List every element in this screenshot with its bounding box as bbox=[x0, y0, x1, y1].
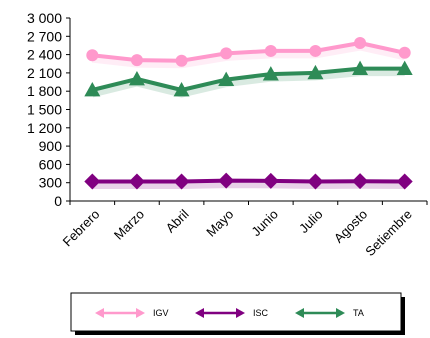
series-ta-point bbox=[128, 71, 145, 86]
y-tick-label: 1 200 bbox=[27, 120, 62, 136]
legend-entry-igv: IGV bbox=[95, 308, 169, 318]
legend-arrow-left-icon bbox=[295, 308, 304, 318]
y-tick-label: 900 bbox=[39, 138, 63, 154]
y-tick-label: 3 000 bbox=[27, 10, 62, 26]
legend-entry-ta: TA bbox=[295, 308, 364, 318]
y-tick-label: 2 400 bbox=[27, 47, 62, 63]
series-igv-point bbox=[130, 54, 143, 67]
series-ta bbox=[84, 60, 413, 98]
series-isc-point bbox=[84, 173, 101, 190]
y-tick-label: 2 700 bbox=[27, 28, 62, 44]
series-igv-point bbox=[354, 37, 367, 50]
series-ta-point bbox=[352, 60, 369, 76]
series-isc-point bbox=[352, 173, 369, 190]
x-tick-label: Agosto bbox=[331, 207, 370, 246]
legend-label-isc: ISC bbox=[253, 308, 269, 318]
y-tick-label: 1 500 bbox=[27, 102, 62, 118]
x-tick-label: Marzo bbox=[111, 207, 147, 243]
legend-entry-isc: ISC bbox=[195, 308, 269, 318]
series-igv bbox=[86, 37, 411, 69]
series-igv-line bbox=[92, 41, 406, 63]
series-isc-point bbox=[218, 172, 235, 189]
series-igv-point bbox=[309, 44, 322, 57]
y-tick-label: 600 bbox=[39, 156, 63, 172]
y-tick-label: 2 100 bbox=[27, 65, 62, 81]
series-isc-point bbox=[128, 173, 145, 190]
x-tick-label: Abril bbox=[163, 206, 192, 235]
series-ta-point bbox=[173, 81, 190, 97]
legend-label-igv: IGV bbox=[153, 308, 169, 318]
legend-label-ta: TA bbox=[353, 308, 364, 318]
x-tick-label: Julio bbox=[296, 207, 326, 237]
series-igv-point bbox=[264, 44, 277, 57]
y-tick-label: 300 bbox=[39, 175, 63, 191]
legend: IGV ISC TA bbox=[70, 292, 405, 335]
x-tick-label: Setiembre bbox=[362, 207, 415, 260]
series-igv-shadow bbox=[91, 43, 406, 69]
legend-arrow-left-icon bbox=[95, 308, 104, 318]
y-tick-label: 0 bbox=[54, 193, 62, 209]
legend-arrow-right-icon bbox=[136, 308, 145, 318]
series-igv-point bbox=[86, 49, 99, 62]
series-ta-point bbox=[396, 60, 413, 76]
series-isc bbox=[84, 172, 413, 190]
series-igv-point bbox=[175, 54, 188, 67]
series-ta-point bbox=[218, 71, 235, 87]
series-isc-point bbox=[173, 173, 190, 190]
series-ta-point bbox=[84, 81, 101, 97]
series-isc-point bbox=[307, 173, 324, 190]
series-ta-line bbox=[91, 66, 405, 92]
series-isc-shadow bbox=[92, 181, 405, 190]
x-tick-label: Junio bbox=[248, 207, 281, 240]
y-tick-label: 1 800 bbox=[27, 83, 62, 99]
x-tick-label: Mayo bbox=[203, 207, 236, 240]
series-layer bbox=[84, 37, 413, 190]
series-isc-point bbox=[396, 173, 413, 190]
series-igv-point bbox=[220, 47, 233, 60]
series-igv-point bbox=[398, 46, 411, 59]
legend-arrow-right-icon bbox=[336, 308, 345, 318]
legend-arrow-left-icon bbox=[195, 308, 204, 318]
series-ta-point bbox=[262, 66, 279, 81]
legend-arrow-right-icon bbox=[236, 308, 245, 318]
x-tick-label: Febrero bbox=[60, 207, 103, 250]
series-ta-point bbox=[307, 64, 324, 80]
series-isc-point bbox=[262, 172, 279, 189]
